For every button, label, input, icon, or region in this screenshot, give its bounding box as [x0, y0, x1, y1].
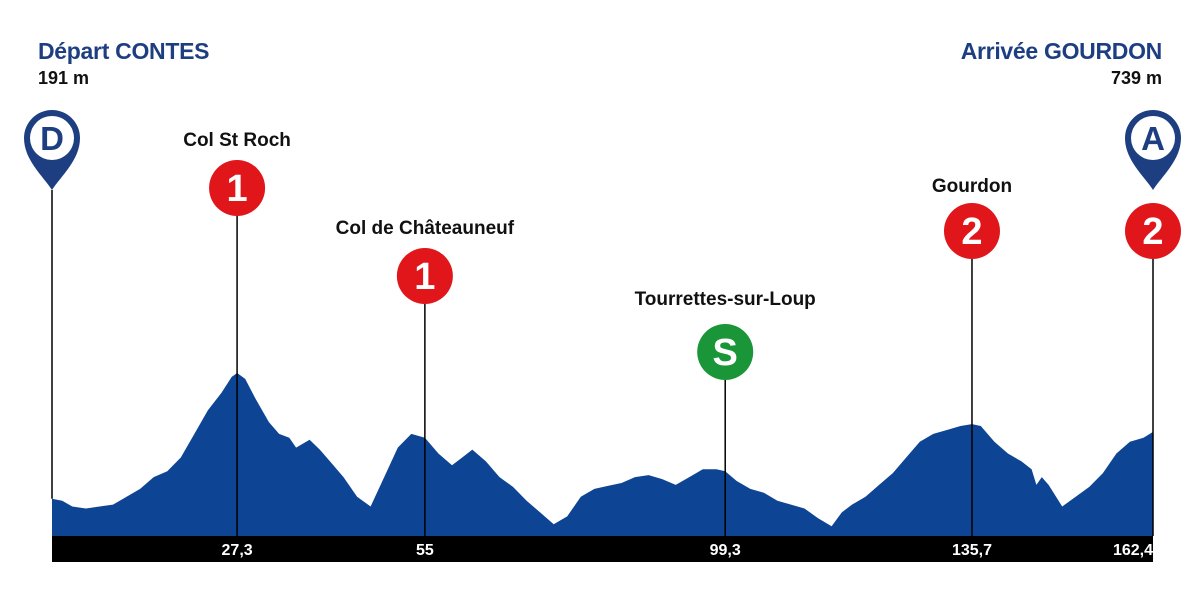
- badge-circle: [1125, 203, 1181, 259]
- distance-axis-bar: [52, 536, 1153, 562]
- sprint-badge: S: [697, 324, 754, 380]
- start-title: Départ CONTES: [38, 38, 210, 64]
- badge-label: 2: [1142, 211, 1163, 253]
- point-name: Col St Roch: [183, 130, 291, 151]
- x-tick-label: 99,3: [710, 542, 741, 559]
- climb-badge: 2: [943, 203, 1000, 259]
- x-tick-label: 27,3: [222, 542, 253, 559]
- x-tick-label: 135,7: [952, 542, 992, 559]
- badge-label: 1: [227, 168, 248, 210]
- climb-badge: 1: [209, 160, 266, 216]
- point-name: Tourrettes-sur-Loup: [635, 289, 816, 310]
- pin-inner: [1131, 116, 1175, 160]
- badge-label: 1: [414, 256, 435, 298]
- badge-circle: [396, 248, 453, 304]
- x-tick-label: 55: [416, 542, 434, 559]
- elevation-area: [52, 373, 1153, 536]
- climb-badge: 2: [1125, 203, 1181, 259]
- badge-circle: [697, 324, 754, 380]
- pin-letter: A: [1141, 120, 1165, 157]
- climb-badge: 1: [396, 248, 453, 304]
- point-name: Col de Châteauneuf: [336, 218, 515, 239]
- pin-letter: D: [40, 120, 64, 157]
- finish-marker: A: [1125, 110, 1181, 190]
- pin-inner: [30, 116, 74, 160]
- badge-circle: [209, 160, 266, 216]
- start-altitude: 191 m: [38, 68, 90, 88]
- x-tick-label: 162,4: [1113, 542, 1153, 559]
- finish-title: Arrivée GOURDON: [960, 38, 1163, 64]
- point-name: Gourdon: [932, 176, 1012, 197]
- finish-altitude: 739 m: [1110, 68, 1162, 88]
- badge-label: S: [713, 332, 738, 374]
- start-marker: D: [24, 110, 80, 190]
- badge-label: 2: [961, 211, 982, 253]
- badge-circle: [943, 203, 1000, 259]
